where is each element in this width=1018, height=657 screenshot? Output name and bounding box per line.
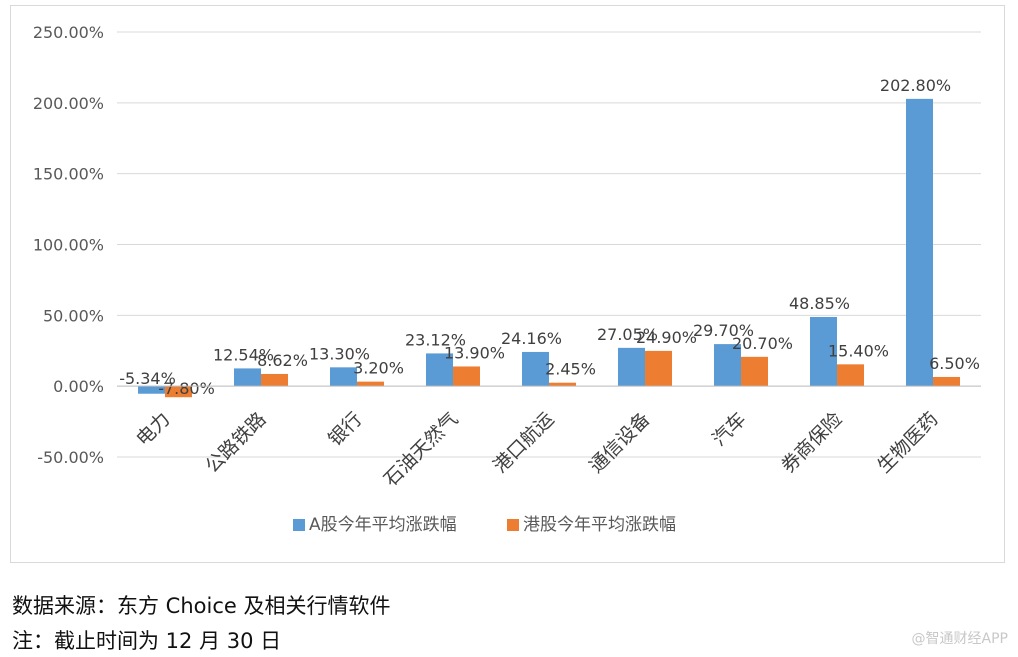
bar-a-share — [234, 368, 261, 387]
data-label-a-share: 23.12% — [405, 330, 466, 349]
watermark: @智通财经APP — [911, 631, 1008, 647]
data-label-hk-share: 13.90% — [444, 343, 505, 362]
category-label: 电力 — [132, 408, 174, 450]
bar-a-share — [522, 351, 549, 387]
category-label: 汽车 — [708, 408, 750, 450]
y-tick-label: 0.00% — [53, 377, 104, 396]
date-note: 注：截止时间为 12 月 30 日 — [12, 629, 282, 653]
bar-a-share — [426, 353, 453, 387]
category-label: 券商保险 — [777, 408, 846, 477]
data-label-a-share: 13.30% — [309, 344, 370, 363]
data-label-a-share: -5.34% — [119, 369, 176, 388]
category-label: 银行 — [324, 408, 366, 450]
category-label: 石油天然气 — [380, 408, 463, 491]
y-tick-label: 250.00% — [33, 23, 104, 42]
bar-chart: 250.00%200.00%150.00%100.00%50.00%0.00%-… — [33, 23, 981, 535]
legend-label-a-share: A股今年平均涨跌幅 — [309, 515, 457, 535]
bar-a-share — [330, 367, 357, 387]
data-label-a-share: 48.85% — [789, 294, 850, 313]
category-label: 生物医药 — [873, 408, 942, 477]
legend-label-hk-share: 港股今年平均涨跌幅 — [523, 515, 676, 535]
data-label-hk-share: 24.90% — [636, 328, 697, 347]
bar-hk-share — [837, 364, 864, 387]
data-label-a-share: 27.05% — [597, 325, 658, 344]
bar-hk-share — [165, 386, 192, 398]
data-label-a-share: 24.16% — [501, 329, 562, 348]
y-tick-label: 150.00% — [33, 165, 104, 184]
data-label-hk-share: -7.80% — [158, 379, 215, 398]
data-label-a-share: 202.80% — [880, 76, 951, 95]
bar-a-share — [810, 316, 837, 387]
data-label-a-share: 12.54% — [213, 345, 274, 364]
legend-swatch-a-share — [293, 519, 305, 531]
y-tick-label: 50.00% — [43, 306, 104, 325]
data-label-hk-share: 6.50% — [929, 354, 980, 373]
y-tick-label: -50.00% — [37, 448, 104, 467]
bar-a-share — [714, 344, 741, 387]
category-label: 通信设备 — [585, 408, 654, 477]
bar-hk-share — [261, 373, 288, 387]
data-label-a-share: 29.70% — [693, 321, 754, 340]
bar-a-share — [906, 98, 933, 387]
bar-hk-share — [741, 356, 768, 387]
category-label: 港口航运 — [489, 408, 558, 477]
data-label-hk-share: 3.20% — [353, 359, 404, 378]
bar-hk-share — [645, 350, 672, 387]
data-label-hk-share: 8.62% — [257, 351, 308, 370]
y-tick-label: 200.00% — [33, 94, 104, 113]
data-label-hk-share: 2.45% — [545, 360, 596, 379]
bar-a-share — [138, 386, 165, 394]
bar-a-share — [618, 347, 645, 387]
bar-hk-share — [549, 382, 576, 387]
chart-frame: 250.00% 200.00% 150.00% 100.00% 50.00% 0.00% -… — [10, 5, 1005, 563]
bar-hk-share — [357, 381, 384, 387]
bar-hk-share — [933, 376, 960, 387]
data-label-hk-share: 15.40% — [828, 341, 889, 360]
source-note: 数据来源：东方 Choice 及相关行情软件 — [12, 594, 391, 618]
category-label: 公路铁路 — [201, 408, 270, 477]
bar-hk-share — [453, 366, 480, 387]
data-label-hk-share: 20.70% — [732, 334, 793, 353]
y-tick-label: 100.00% — [33, 236, 104, 255]
legend-swatch-hk-share — [507, 519, 519, 531]
